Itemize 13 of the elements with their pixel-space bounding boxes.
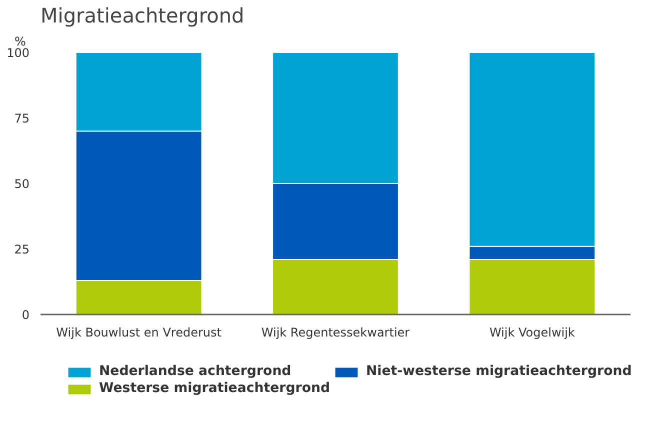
legend-label: Westerse migratieachtergrond xyxy=(99,381,330,396)
y-axis-title: % xyxy=(14,34,26,48)
legend-label: Nederlandse achtergrond xyxy=(99,364,292,379)
x-tick-label: Wijk Regentessekwartier xyxy=(261,326,410,340)
y-tick-label: 75 xyxy=(14,112,30,126)
y-tick-label: 100 xyxy=(6,46,30,60)
chart-title: Migratieachtergrond xyxy=(40,4,244,28)
x-tick-label: Wijk Vogelwijk xyxy=(489,326,575,340)
y-tick-label: 0 xyxy=(22,308,30,322)
y-tick-label: 25 xyxy=(14,242,30,256)
legend-label: Niet-westerse migratieachtergrond xyxy=(366,364,632,379)
x-tick-label: Wijk Bouwlust en Vrederust xyxy=(56,326,222,340)
y-tick-label: 50 xyxy=(14,177,30,191)
